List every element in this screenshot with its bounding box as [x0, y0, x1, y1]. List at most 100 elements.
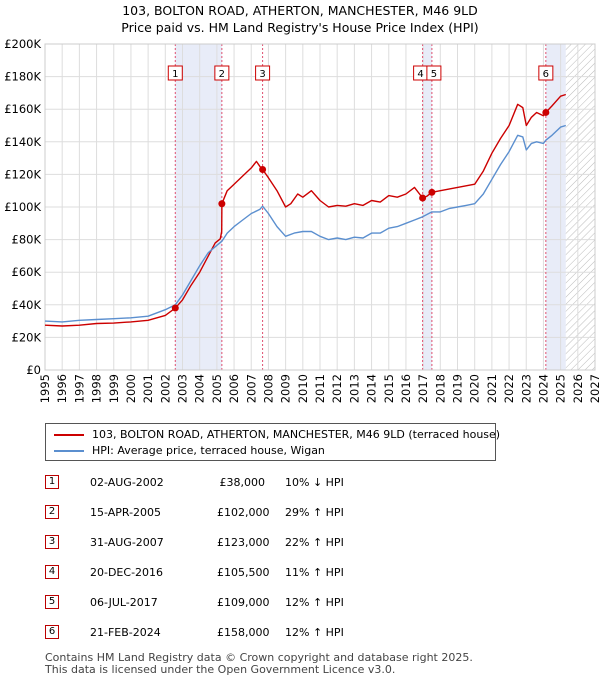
y-tick-label: £160K: [4, 102, 41, 116]
sale-hpi-diff: 29% ↑ HPI: [285, 506, 344, 519]
sale-point: [171, 304, 179, 312]
sale-date: 21-FEB-2024: [90, 626, 161, 639]
x-tick-label: 2021: [485, 374, 499, 403]
sale-price: £102,000: [217, 506, 270, 519]
sale-price: £123,000: [217, 536, 270, 549]
plot-border: [44, 43, 596, 371]
y-tick-label: £180K: [4, 70, 41, 84]
x-tick-label: 2024: [536, 374, 550, 403]
sale-marker-label: 3: [259, 69, 265, 80]
sale-price: £38,000: [219, 476, 266, 489]
sale-point: [259, 166, 267, 174]
sale-hpi-diff: 22% ↑ HPI: [285, 536, 344, 549]
sale-marker-box: [255, 65, 271, 81]
x-tick-label: 2014: [365, 374, 379, 403]
y-tick-label: £60K: [12, 265, 42, 279]
sale-marker-label: 1: [172, 69, 178, 80]
y-tick-label: £0: [26, 363, 41, 377]
sale-hpi-diff: 10% ↓ HPI: [285, 476, 344, 489]
sale-point: [218, 200, 226, 208]
sale-number-badge: 6: [45, 625, 59, 639]
title-line-2: Price paid vs. HM Land Registry's House …: [121, 20, 479, 35]
y-tick-label: £140K: [4, 135, 41, 149]
y-tick-label: £200K: [4, 37, 41, 51]
x-tick-label: 2008: [261, 374, 275, 403]
sale-marker-box: [167, 65, 183, 81]
sale-number-badge: 1: [45, 475, 59, 489]
legend-label-property: 103, BOLTON ROAD, ATHERTON, MANCHESTER, …: [92, 428, 501, 441]
footer-line-1: Contains HM Land Registry data © Crown c…: [45, 651, 473, 664]
sale-row: 6 21-FEB-2024 £158,000 12% ↑ HPI: [45, 623, 465, 643]
y-tick-label: £20K: [12, 330, 42, 344]
x-tick-label: 2023: [519, 374, 533, 403]
y-tick-label: £120K: [4, 167, 41, 181]
sale-number-badge: 2: [45, 505, 59, 519]
sale-row: 4 20-DEC-2016 £105,500 11% ↑ HPI: [45, 563, 465, 583]
x-tick-label: 2015: [382, 374, 396, 403]
price-chart: 1 2 3 4 5 6 £0 £20K £40K £60K £80K £100K £120K £140K £…: [4, 37, 600, 403]
sale-price: £105,500: [217, 566, 270, 579]
sale-marker-label: 5: [431, 69, 437, 80]
chart-legend: 103, BOLTON ROAD, ATHERTON, MANCHESTER, …: [45, 423, 500, 461]
sale-date: 31-AUG-2007: [90, 536, 164, 549]
sale-date: 02-AUG-2002: [90, 476, 164, 489]
series-line-hpi: [44, 124, 567, 323]
x-tick-label: 2009: [279, 374, 293, 403]
chart-title: 103, BOLTON ROAD, ATHERTON, MANCHESTER, …: [0, 2, 600, 36]
x-tick-label: 1999: [107, 374, 121, 403]
sale-hpi-diff: 12% ↑ HPI: [285, 596, 344, 609]
legend-item-property: 103, BOLTON ROAD, ATHERTON, MANCHESTER, …: [54, 427, 500, 443]
sale-marker-box: [426, 65, 442, 81]
sale-hpi-diff: 12% ↑ HPI: [285, 626, 344, 639]
x-tick-label: 2001: [141, 374, 155, 403]
sale-price: £109,000: [217, 596, 270, 609]
sale-point: [542, 108, 550, 116]
x-tick-label: 2006: [227, 374, 241, 403]
sale-row: 1 02-AUG-2002 £38,000 10% ↓ HPI: [45, 473, 465, 493]
footer-attribution: Contains HM Land Registry data © Crown c…: [45, 652, 473, 676]
x-tick-label: 1998: [90, 374, 104, 403]
y-tick-label: £100K: [4, 200, 41, 214]
series-line-property: [44, 93, 567, 327]
x-tick-label: 2007: [244, 374, 258, 403]
footer-line-2: This data is licensed under the Open Gov…: [45, 663, 396, 676]
x-tick-label: 2020: [468, 374, 482, 403]
y-tick-label: £80K: [12, 233, 42, 247]
legend-item-hpi: HPI: Average price, terraced house, Wiga…: [54, 443, 325, 459]
legend-label-hpi: HPI: Average price, terraced house, Wiga…: [92, 444, 325, 457]
x-tick-label: 2011: [313, 374, 327, 403]
x-tick-label: 1997: [72, 374, 86, 403]
x-tick-label: 2026: [571, 374, 585, 403]
x-tick-label: 2025: [554, 374, 568, 403]
sale-date: 06-JUL-2017: [90, 596, 158, 609]
sale-hpi-diff: 11% ↑ HPI: [285, 566, 344, 579]
x-tick-label: 2017: [416, 374, 430, 403]
x-tick-label: 2016: [399, 374, 413, 403]
sale-date: 15-APR-2005: [90, 506, 162, 519]
x-tick-label: 2000: [124, 374, 138, 403]
x-tick-label: 2019: [451, 374, 465, 403]
x-tick-label: 2027: [588, 374, 600, 403]
y-tick-label: £40K: [12, 298, 42, 312]
sale-row: 2 15-APR-2005 £102,000 29% ↑ HPI: [45, 503, 465, 523]
legend-swatch-property: [54, 434, 84, 436]
sale-number-badge: 5: [45, 595, 59, 609]
x-tick-label: 2004: [193, 374, 207, 403]
x-tick-label: 2012: [330, 374, 344, 403]
sale-row: 5 06-JUL-2017 £109,000 12% ↑ HPI: [45, 593, 465, 613]
sale-number-badge: 4: [45, 565, 59, 579]
x-tick-label: 1995: [38, 374, 52, 403]
sale-marker-label: 2: [219, 69, 225, 80]
sale-marker-label: 6: [543, 69, 549, 80]
x-tick-label: 2010: [296, 374, 310, 403]
title-line-1: 103, BOLTON ROAD, ATHERTON, MANCHESTER, …: [122, 3, 478, 18]
x-tick-label: 2003: [176, 374, 190, 403]
x-tick-label: 2005: [210, 374, 224, 403]
sale-marker-label: 4: [417, 69, 423, 80]
x-tick-label: 2002: [158, 374, 172, 403]
x-tick-label: 2022: [502, 374, 516, 403]
sale-marker-box: [538, 65, 554, 81]
x-tick-label: 2018: [433, 374, 447, 403]
sale-point: [419, 194, 427, 202]
sale-date: 20-DEC-2016: [90, 566, 164, 579]
